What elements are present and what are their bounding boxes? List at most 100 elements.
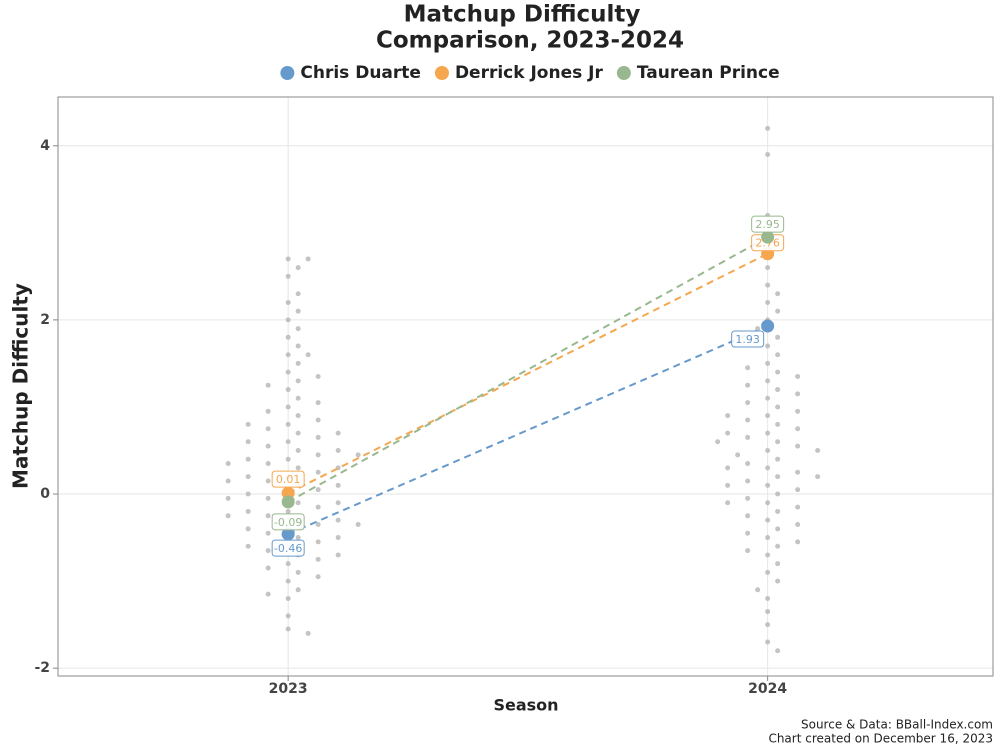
population-point — [295, 395, 301, 401]
population-point — [335, 482, 341, 488]
population-point — [815, 474, 821, 480]
population-point — [745, 478, 751, 484]
population-point — [265, 478, 271, 484]
population-point — [745, 513, 751, 519]
data-label-box — [271, 513, 305, 531]
series-point — [761, 230, 775, 244]
population-point — [775, 369, 781, 375]
population-point — [315, 469, 321, 475]
population-point — [765, 395, 771, 401]
population-point — [775, 561, 781, 567]
population-point — [295, 535, 301, 541]
population-point — [315, 556, 321, 562]
y-tick-label: 4 — [40, 138, 50, 154]
data-label-box — [271, 539, 305, 557]
population-point — [765, 413, 771, 419]
series-point — [281, 527, 295, 541]
population-point — [725, 430, 731, 436]
population-point — [285, 596, 291, 602]
population-point — [285, 508, 291, 514]
population-point — [315, 539, 321, 545]
population-point — [795, 469, 801, 475]
population-point — [225, 495, 231, 501]
population-point — [775, 439, 781, 445]
population-point — [765, 596, 771, 602]
population-point — [775, 508, 781, 514]
data-label: 2.95 — [755, 218, 780, 231]
population-point — [285, 256, 291, 262]
population-point — [745, 530, 751, 536]
population-point — [295, 447, 301, 453]
population-point — [315, 574, 321, 580]
chart-title: Comparison, 2023-2024 — [376, 28, 684, 54]
legend-marker — [280, 66, 295, 80]
population-point — [775, 308, 781, 314]
legend: Chris Duarte Derrick Jones Jr Taurean Prin… — [280, 63, 780, 83]
population-point — [765, 622, 771, 628]
population-point — [315, 452, 321, 458]
population-point — [305, 630, 311, 636]
population-point — [315, 373, 321, 379]
population-point — [245, 439, 251, 445]
population-point — [295, 500, 301, 506]
population-point — [295, 360, 301, 366]
series-line — [287, 325, 769, 535]
data-label: -0.46 — [274, 542, 302, 555]
population-point — [745, 461, 751, 467]
population-point — [765, 299, 771, 305]
population-point — [265, 443, 271, 449]
population-point — [795, 504, 801, 510]
y-tick-label: 2 — [40, 312, 50, 328]
source-note: Source & Data: BBall-Index.com — [801, 718, 993, 732]
population-point — [285, 439, 291, 445]
series-line — [287, 236, 769, 503]
population-point — [765, 447, 771, 453]
data-label: -0.09 — [274, 516, 302, 529]
grid — [53, 97, 993, 681]
population-point — [315, 504, 321, 510]
population-point — [765, 125, 771, 131]
population-point — [295, 265, 301, 271]
data-label-box — [731, 330, 765, 348]
population-point — [225, 461, 231, 467]
population-point — [285, 369, 291, 375]
series-point — [761, 319, 775, 333]
population-point — [725, 500, 731, 506]
population-point — [775, 543, 781, 549]
population-point — [795, 408, 801, 414]
population-point — [775, 404, 781, 410]
population-point — [285, 387, 291, 393]
population-point — [765, 609, 771, 615]
data-label-box — [751, 215, 785, 233]
legend-item: Derrick Jones Jr — [434, 63, 603, 83]
population-point — [775, 474, 781, 480]
population-point — [295, 413, 301, 419]
population-point — [295, 465, 301, 471]
population-point — [245, 508, 251, 514]
population-point — [795, 487, 801, 493]
population-point — [725, 465, 731, 471]
data-label: 0.01 — [276, 473, 301, 486]
population-point — [295, 430, 301, 436]
population-point — [765, 430, 771, 436]
population-point — [305, 256, 311, 262]
population-point — [715, 439, 721, 445]
population-point — [245, 456, 251, 462]
population-point — [745, 548, 751, 554]
population-point — [295, 343, 301, 349]
population-point — [315, 400, 321, 406]
population-point — [745, 382, 751, 388]
population-point — [295, 308, 301, 314]
plot-border — [57, 96, 994, 677]
population-point — [285, 613, 291, 619]
population-point — [335, 552, 341, 558]
population-point — [335, 535, 341, 541]
population-point — [265, 408, 271, 414]
population-point — [335, 517, 341, 523]
legend-label: Taurean Prince — [637, 63, 780, 83]
population-point — [285, 299, 291, 305]
population-point — [765, 552, 771, 558]
population-point — [725, 413, 731, 419]
population-point — [775, 456, 781, 462]
legend-marker — [434, 66, 449, 80]
